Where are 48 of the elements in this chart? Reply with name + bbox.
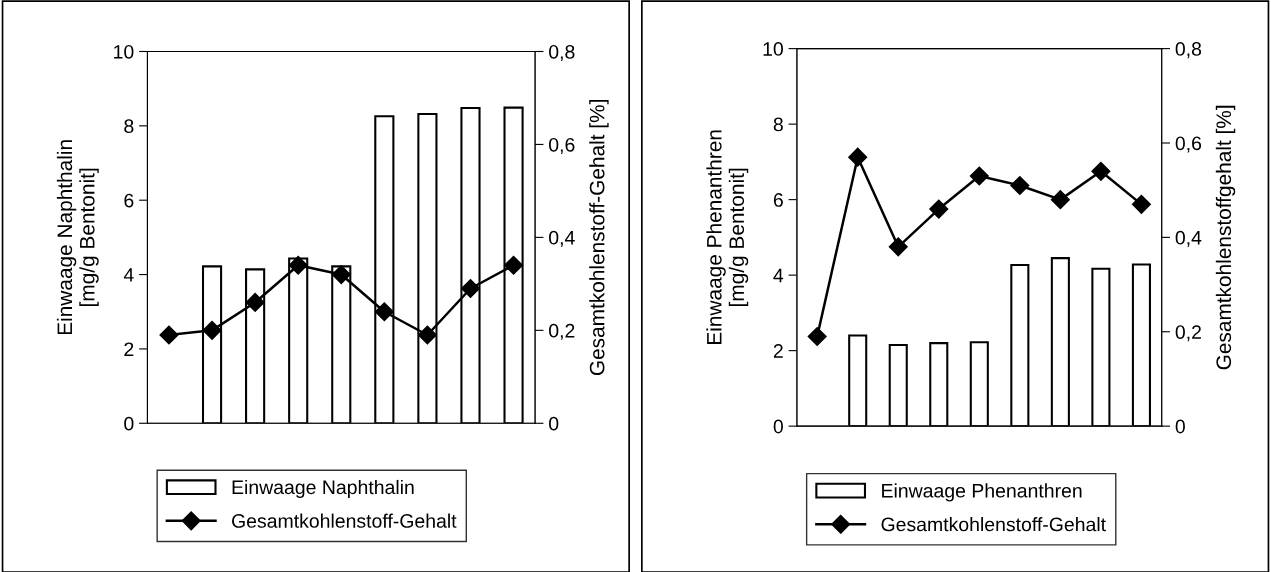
y2-axis-title: Gesamtkohlenstoff-Gehalt [%]	[589, 100, 609, 376]
point	[888, 237, 908, 257]
point	[460, 278, 481, 299]
y-tick-label: 8	[773, 117, 783, 132]
legend-label: Gesamtkohlenstoff-Gehalt	[881, 517, 1106, 532]
legend-label: Einwaage Phenanthren	[882, 483, 1082, 502]
point	[1131, 194, 1151, 214]
y2-tick-label: 0,2	[1175, 325, 1201, 342]
point	[159, 325, 179, 345]
y-tick-label: 10	[114, 44, 134, 59]
y-tick-label: 0	[124, 416, 134, 431]
y2-tick-label: 0,6	[549, 137, 575, 154]
y2-tick-label: 0	[549, 416, 559, 431]
point	[1091, 161, 1111, 181]
y-tick-label: 4	[773, 268, 784, 283]
y-tick-label: 2	[124, 342, 134, 356]
y2-tick-label: 0,6	[1175, 136, 1202, 153]
y2-tick-label: 0,2	[549, 323, 575, 340]
y-tick-label: 0	[773, 419, 783, 434]
y2-tick-label: 0,4	[549, 230, 575, 247]
point	[807, 326, 827, 347]
y2-tick-label: 0,8	[549, 44, 575, 62]
y-tick-label: 6	[773, 193, 783, 207]
y2-axis-title: Gesamtkohlenstoffgehalt [%]	[1215, 105, 1236, 370]
y-tick-label: 10	[763, 42, 783, 56]
point	[848, 147, 868, 167]
point	[1050, 190, 1070, 210]
point	[1010, 175, 1030, 196]
point	[288, 255, 308, 275]
y-tick-label: 2	[773, 344, 783, 358]
point	[504, 255, 524, 275]
legend-label: Einwaage Naphthalin	[232, 479, 414, 499]
point	[245, 292, 265, 312]
point	[331, 265, 351, 285]
y2-tick-label: 0,4	[1175, 230, 1202, 247]
y-tick-label: 4	[123, 268, 134, 282]
point	[374, 302, 394, 322]
y-tick-label: 6	[124, 193, 134, 208]
y2-tick-label: 0,8	[1175, 42, 1202, 59]
y-axis-title: Einwaage Phenanthren [mg/g Bentonit]	[706, 130, 749, 344]
point	[202, 320, 222, 340]
y-tick-label: 8	[124, 119, 134, 134]
point	[417, 325, 437, 345]
legend-label: Gesamtkohlenstoff-Gehalt	[232, 513, 457, 528]
y-axis-title: Einwaage Naphthalin [mg/g Bentonit]	[56, 140, 99, 335]
y2-tick-label: 0	[1175, 419, 1185, 434]
point	[929, 199, 949, 219]
point	[969, 166, 989, 186]
